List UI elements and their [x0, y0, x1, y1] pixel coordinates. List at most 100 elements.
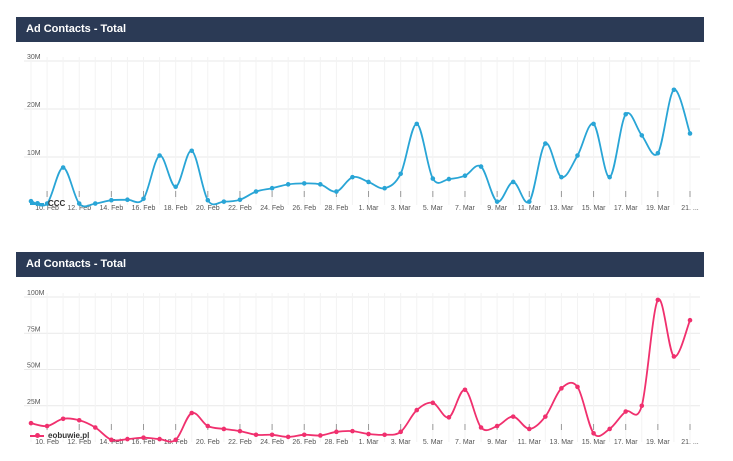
data-point [366, 179, 371, 185]
y-axis-label: 10M [27, 150, 41, 157]
data-point [157, 436, 162, 442]
x-axis-label: 24. Feb [260, 439, 284, 446]
data-point [462, 173, 468, 179]
data-point [671, 354, 677, 359]
data-point [285, 434, 291, 440]
x-axis-label: 13. Mar [550, 439, 574, 446]
data-point [205, 423, 211, 429]
data-point [237, 197, 243, 203]
x-axis-label: 14. Feb [99, 439, 123, 446]
data-point [575, 153, 580, 158]
data-point [639, 403, 645, 409]
data-point [141, 435, 146, 440]
x-axis-label: 5. Mar [423, 439, 444, 446]
data-point [205, 197, 211, 203]
data-point [157, 153, 162, 158]
line-chart: 25M 50M 75M 100M 10. Feb 12. Feb 14. Feb 16. Fe… [24, 290, 700, 446]
data-point [92, 425, 98, 430]
x-axis-label: 19. Mar [646, 205, 670, 212]
x-axis-label: 15. Mar [582, 205, 606, 212]
legend-line-marker-icon [30, 432, 44, 440]
data-point [109, 437, 114, 443]
chart-title: Ad Contacts - Total [16, 252, 704, 277]
x-axis-label: 16. Feb [132, 439, 156, 446]
data-point [189, 410, 195, 416]
data-point [189, 148, 195, 154]
data-point [575, 384, 580, 390]
x-axis-label: 3. Mar [391, 205, 412, 212]
data-point [109, 197, 114, 203]
data-point [478, 425, 484, 430]
chart-title: Ad Contacts - Total [16, 17, 704, 42]
y-axis-label: 30M [27, 54, 41, 61]
data-point [382, 185, 387, 191]
data-point [60, 165, 66, 170]
line-chart: 10M 20M 30M 10. Feb 12. Feb 14. Feb 16. Feb 18.… [24, 54, 700, 212]
x-axis-label: 11. Mar [518, 205, 542, 212]
x-axis-label: 15. Mar [582, 439, 606, 446]
data-point [253, 432, 259, 438]
x-axis-label: 19. Mar [646, 439, 670, 446]
data-point [28, 420, 34, 426]
data-point [430, 400, 436, 406]
x-axis-label: 7. Mar [455, 439, 476, 446]
data-point [478, 164, 484, 169]
x-axis-label: 21. ... [681, 439, 699, 446]
data-point [125, 197, 130, 203]
chart-panel-2: Ad Contacts - Total 25M 50M 75M 100M 10. Feb… [16, 252, 704, 452]
y-axis-label: 75M [27, 326, 41, 333]
x-axis-label: 9. Mar [487, 439, 508, 446]
x-axis-label: 22. Feb [228, 205, 252, 212]
data-point [671, 87, 677, 93]
data-point [430, 176, 436, 181]
x-axis-label: 11. Mar [518, 439, 542, 446]
data-point [655, 297, 661, 303]
legend-label: eobuwie.pl [48, 431, 90, 440]
x-axis-label: 18. Feb [164, 205, 188, 212]
x-axis-label: 7. Mar [455, 205, 476, 212]
chart-panel-1: Ad Contacts - Total 10M 20M 30M 10. Feb 12. … [16, 17, 704, 217]
x-axis-label: 9. Mar [487, 205, 508, 212]
x-axis-label: 16. Feb [132, 205, 156, 212]
legend-label: CCC [48, 199, 66, 208]
data-point [639, 133, 645, 138]
data-point [687, 131, 693, 136]
data-point [334, 429, 339, 435]
data-point [543, 414, 548, 419]
x-axis-label: 12. Feb [67, 439, 91, 446]
data-point [382, 432, 387, 438]
data-point [559, 386, 564, 391]
data-point [269, 185, 275, 191]
data-point [301, 181, 307, 186]
data-point [526, 199, 532, 204]
x-axis-label: 1. Mar [359, 439, 380, 446]
x-axis-label: 20. Feb [196, 205, 220, 212]
y-axis-label: 100M [27, 290, 45, 297]
x-axis-label: 26. Feb [292, 439, 316, 446]
data-point [318, 433, 323, 438]
data-point [350, 174, 355, 180]
data-point [687, 317, 693, 323]
data-point [173, 437, 178, 443]
legend[interactable]: CCC [30, 199, 65, 208]
data-point [494, 199, 500, 204]
data-point [398, 429, 403, 435]
data-point [141, 196, 146, 202]
x-axis-label: 3. Mar [391, 439, 412, 446]
data-point [350, 428, 355, 434]
y-axis-label: 50M [27, 363, 41, 370]
x-axis-label: 5. Mar [423, 205, 444, 212]
data-point [92, 201, 98, 206]
y-axis-label: 25M [27, 399, 41, 406]
series-line [30, 298, 691, 443]
legend[interactable]: eobuwie.pl [30, 431, 89, 440]
x-axis-label: 28. Feb [325, 205, 349, 212]
data-point [494, 423, 500, 429]
data-point [414, 407, 420, 413]
data-point [318, 182, 323, 187]
x-axis-label: 14. Feb [99, 205, 123, 212]
data-point [559, 174, 564, 180]
data-point [607, 174, 612, 180]
x-axis-label: 22. Feb [228, 439, 252, 446]
legend-line-marker-icon [30, 200, 44, 208]
